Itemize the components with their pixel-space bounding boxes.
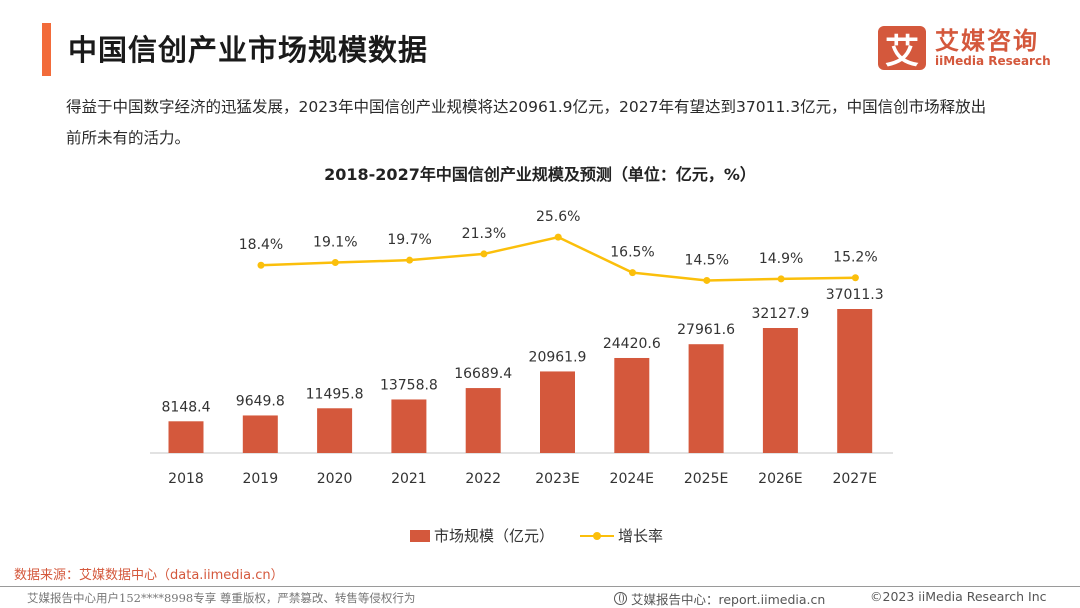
growth-point <box>777 275 785 283</box>
line-marker-icon <box>580 530 615 542</box>
report-center-link[interactable]: 艾媒报告中心：report.iimedia.cn <box>614 589 825 608</box>
x-tick-label: 2024E <box>610 471 654 487</box>
bar-2020 <box>317 408 353 453</box>
bar-value-label: 16689.4 <box>454 366 512 382</box>
iimedia-logo: 艾 艾媒咨询 iiMedia Research <box>878 26 1051 72</box>
legend-label-market-size: 市场规模（亿元） <box>434 527 555 545</box>
growth-point <box>851 274 859 282</box>
bar-value-label: 32127.9 <box>751 306 809 322</box>
bar-value-label: 11495.8 <box>306 386 364 402</box>
bar-value-label: 8148.4 <box>162 399 211 415</box>
intro-paragraph: 得益于中国数字经济的迅猛发展，2023年中国信创产业规模将达20961.9亿元，… <box>66 98 987 147</box>
copyright: ©2023 iiMedia Research Inc <box>870 589 1047 604</box>
chart-title: 2018-2027年中国信创产业规模及预测（单位：亿元，%） <box>324 165 756 184</box>
x-tick-label: 2018 <box>168 471 204 487</box>
title-accent-bar <box>42 23 51 76</box>
bar-value-label: 24420.6 <box>603 336 661 352</box>
growth-rate-label: 25.6% <box>536 209 580 225</box>
bar-value-label: 20961.9 <box>529 349 587 365</box>
growth-rate-label: 18.4% <box>239 237 283 253</box>
user-notice: 艾媒报告中心用户152****8998专享 尊重版权，严禁篡改、转售等侵权行为 <box>27 591 416 605</box>
report-center-text: 艾媒报告中心：report.iimedia.cn <box>631 592 826 607</box>
legend-item-growth-rate: 增长率 <box>554 525 663 546</box>
x-tick-label: 2026E <box>758 471 802 487</box>
logo-mark-icon: 艾 <box>878 26 926 72</box>
growth-point <box>331 259 339 267</box>
bar-value-label: 27961.6 <box>677 322 735 338</box>
bar-2026E <box>762 327 798 453</box>
logo-english-name: iiMedia Research <box>935 54 1051 68</box>
x-tick-label: 2025E <box>684 471 728 487</box>
globe-icon <box>614 592 627 605</box>
growth-point <box>480 250 488 258</box>
growth-rate-label: 19.7% <box>387 232 431 248</box>
growth-rate-label: 14.9% <box>759 251 803 267</box>
x-tick-label: 2023E <box>535 471 579 487</box>
x-tick-label: 2022 <box>465 471 501 487</box>
bar-value-label: 9649.8 <box>236 393 285 409</box>
x-tick-label: 2027E <box>832 471 876 487</box>
growth-point <box>257 261 265 269</box>
logo-chinese-name: 艾媒咨询 <box>935 27 1039 55</box>
x-tick-label: 2021 <box>391 471 427 487</box>
bar-value-label: 37011.3 <box>826 287 884 303</box>
bar-2024E <box>614 357 650 453</box>
legend-label-growth-rate: 增长率 <box>618 527 664 545</box>
legend-item-market-size: 市场规模（亿元） <box>410 525 554 546</box>
bar-value-label: 13758.8 <box>380 377 438 393</box>
bar-swatch-icon <box>410 529 430 542</box>
bar-2021 <box>391 399 427 453</box>
growth-point <box>629 269 636 277</box>
growth-point <box>554 233 562 241</box>
bar-2022 <box>465 388 501 453</box>
bar-2027E <box>837 309 873 453</box>
page-title: 中国信创产业市场规模数据 <box>68 33 429 67</box>
growth-rate-label: 16.5% <box>610 245 654 261</box>
chart-legend: 市场规模（亿元） 增长率 <box>410 525 663 546</box>
data-source: 数据来源：艾媒数据中心（data.iimedia.cn） <box>14 568 284 583</box>
growth-rate-label: 19.1% <box>313 235 357 251</box>
growth-point <box>703 276 711 284</box>
x-tick-label: 2019 <box>242 471 278 487</box>
bar-2025E <box>688 344 724 453</box>
footer-divider <box>0 586 1080 587</box>
growth-rate-label: 14.5% <box>685 252 729 268</box>
bar-2018 <box>168 421 204 453</box>
growth-rate-label: 21.3% <box>462 226 506 242</box>
bar-2019 <box>242 415 278 453</box>
growth-rate-label: 15.2% <box>833 250 877 266</box>
bar-2023E <box>540 371 575 453</box>
growth-point <box>406 256 414 264</box>
x-tick-label: 2020 <box>317 471 353 487</box>
